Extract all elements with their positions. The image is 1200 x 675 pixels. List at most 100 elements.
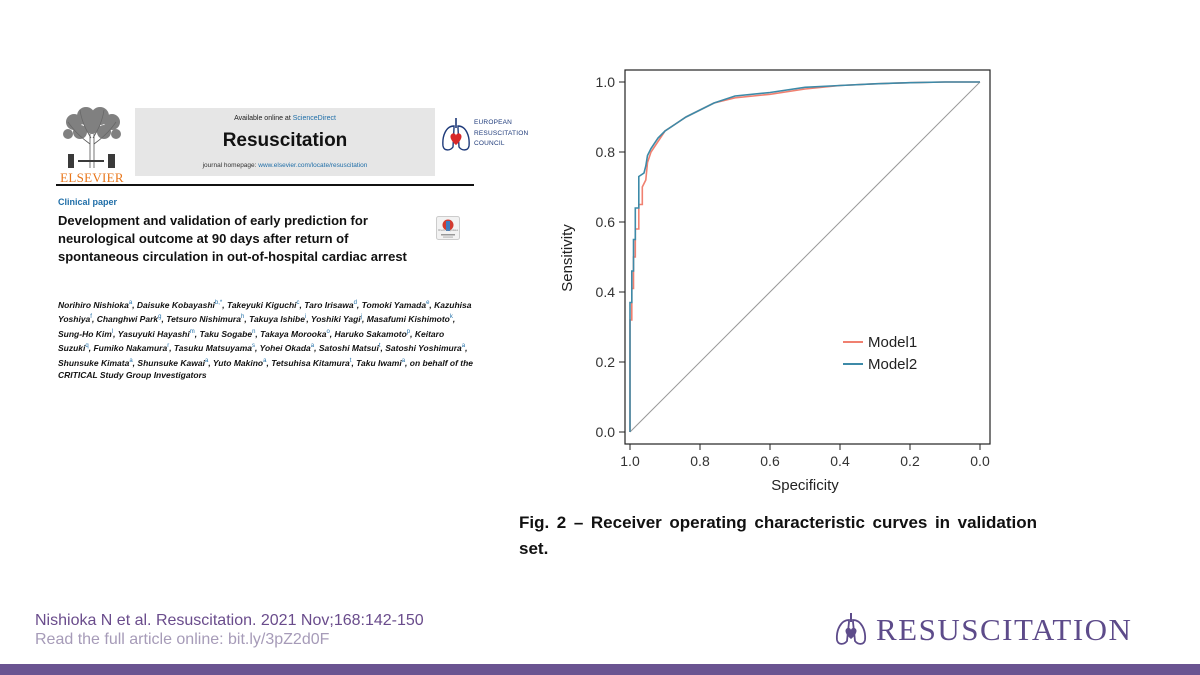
author-name: Taro Irisawa: [304, 299, 354, 310]
reference-diagonal: [629, 81, 981, 433]
y-tick-label: 1.0: [596, 74, 616, 90]
x-axis-label: Specificity: [771, 477, 839, 494]
journal-banner: Available online at ScienceDirect Resusc…: [135, 108, 435, 176]
y-tick-label: 0.4: [596, 284, 616, 300]
author-affiliation[interactable]: j: [360, 314, 362, 321]
author-list: Norihiro Nishiokaa, Daisuke Kobayashib,*…: [58, 299, 474, 381]
legend-label: Model2: [868, 356, 917, 373]
author-affiliation[interactable]: e: [426, 300, 430, 306]
crossmark-badge[interactable]: Check for updates: [436, 216, 460, 240]
author-name: Yohei Okada: [259, 343, 311, 354]
x-tick-label: 0.4: [830, 453, 850, 469]
author-affiliation[interactable]: q: [85, 343, 89, 350]
footer-bar: [0, 664, 1200, 675]
author-name: Yoshiki Yagi: [310, 314, 361, 325]
y-tick-label: 0.6: [596, 214, 616, 230]
erc-lungs-heart-icon: [442, 118, 470, 151]
author-name: Shunsuke Kawai: [137, 357, 205, 368]
author-name: Taku Sogabe: [199, 328, 253, 339]
journal-homepage-line: journal homepage: www.elsevier.com/locat…: [135, 162, 435, 169]
article-title: Development and validation of early pred…: [58, 213, 407, 264]
author-name: Satoshi Matsui: [318, 343, 379, 354]
section-label: Clinical paper: [58, 197, 118, 207]
author-affiliation[interactable]: d: [353, 300, 357, 306]
sciencedirect-link[interactable]: ScienceDirect: [292, 115, 336, 122]
author-name: Kazuhisa Yoshiya: [58, 299, 472, 325]
author-affiliation[interactable]: g: [158, 314, 162, 321]
author-affiliation[interactable]: p: [406, 328, 411, 335]
author-name: Shunsuke Kimata: [58, 357, 130, 368]
lungs-heart-logo-icon: [836, 613, 866, 645]
author-affiliation[interactable]: h: [240, 314, 245, 321]
erc-line: COUNCIL: [474, 140, 505, 147]
author-name: Yuto Makino: [212, 357, 264, 368]
plot-area: [624, 69, 991, 445]
author-affiliation[interactable]: t: [349, 357, 352, 364]
author-affiliation[interactable]: a: [263, 357, 267, 364]
author-name: Takuya Ishibe: [249, 314, 305, 325]
author-affiliation[interactable]: a: [129, 357, 133, 364]
author-list-suffix: on behalf of the CRITICAL Study Group In…: [58, 357, 474, 381]
author-name: Norihiro Nishioka: [58, 299, 129, 310]
crossmark-label: Check for updates: [437, 229, 459, 232]
author-affiliation[interactable]: m: [189, 328, 195, 335]
author-name: Fumiko Nakamura: [93, 343, 168, 354]
y-axis-label: Sensitivity: [559, 224, 576, 292]
legend-label: Model1: [868, 334, 917, 351]
author-name: Takaya Morooka: [260, 328, 327, 339]
author-affiliation[interactable]: c: [296, 300, 300, 306]
y-tick-label: 0.8: [596, 144, 616, 160]
journal-title: Resuscitation: [222, 130, 348, 151]
erc-logo: EUROPEAN RESUSCITATION COUNCIL: [440, 108, 530, 178]
roc-chart: 1.0 0.8 0.6 0.4 0.2 0.0 0.0 0.2 0.4 0.6 0.8 1.0 Mod…: [559, 69, 991, 494]
elsevier-logo: ELSEVIER: [56, 104, 128, 185]
x-tick-label: 0.2: [900, 453, 920, 469]
author-name: Takeyuki Kiguchi: [226, 299, 297, 310]
author-affiliation[interactable]: l: [111, 328, 114, 335]
elsevier-tree-icon: [60, 104, 124, 170]
roc-curve-model2: [629, 81, 980, 432]
author-affiliation[interactable]: a: [310, 343, 315, 350]
author-name: Haruko Sakamoto: [334, 328, 407, 339]
author-affiliation[interactable]: r: [167, 343, 170, 350]
author-affiliation[interactable]: t: [378, 343, 381, 350]
author-name: Masafumi Kishimoto: [366, 314, 450, 325]
author-affiliation[interactable]: i: [304, 314, 307, 321]
homepage-prefix: journal homepage:: [202, 162, 259, 169]
author-affiliation[interactable]: b,*: [214, 300, 223, 306]
erc-name: EUROPEAN RESUSCITATION COUNCIL: [474, 118, 528, 150]
author-affiliation[interactable]: f: [90, 314, 92, 321]
y-tick-label: 0.0: [596, 424, 616, 440]
x-tick-label: 0.8: [690, 453, 710, 469]
author-affiliation[interactable]: a: [128, 300, 133, 306]
author-name: Tasuku Matsuyama: [173, 343, 253, 354]
author-affiliation[interactable]: n: [252, 328, 256, 335]
author-name: Yasuyuki Hayashi: [117, 328, 190, 339]
y-tick-label: 0.2: [596, 354, 616, 370]
author-affiliation[interactable]: k: [449, 314, 453, 321]
author-name: Daisuke Kobayashi: [136, 299, 215, 310]
paper-header: ELSEVIER Available online at ScienceDire…: [56, 104, 528, 185]
figure-caption: Fig. 2 – Receiver operating characterist…: [519, 513, 1037, 558]
article-link-text[interactable]: Read the full article online: bit.ly/3pZ…: [35, 631, 330, 648]
erc-line: EUROPEAN: [474, 119, 513, 126]
x-tick-label: 1.0: [620, 453, 640, 469]
erc-line: RESUSCITATION: [474, 129, 529, 137]
author-name: Taku Iwami: [356, 357, 402, 368]
author-name: Satoshi Yoshimura: [385, 343, 462, 354]
author-name: Keitaro Suzuki: [58, 328, 445, 354]
crossmark-icon: [436, 216, 460, 240]
author-name: Tomoki Yamada: [361, 299, 427, 310]
author-affiliation[interactable]: a: [461, 343, 466, 350]
author-affiliation[interactable]: o: [326, 328, 330, 335]
author-name: Changhwi Park: [96, 314, 159, 325]
author-affiliation[interactable]: a: [401, 357, 406, 364]
citation-text: Nishioka N et al. Resuscitation. 2021 No…: [35, 612, 424, 629]
available-prefix: Available online at: [234, 115, 293, 122]
homepage-link[interactable]: www.elsevier.com/locate/resuscitation: [258, 162, 368, 169]
author-affiliation[interactable]: a: [204, 357, 209, 364]
x-tick-label: 0.6: [760, 453, 780, 469]
author-affiliation[interactable]: s: [252, 343, 256, 350]
x-tick-label: 0.0: [970, 453, 990, 469]
brand-wordmark: RESUSCITATION: [876, 612, 1133, 647]
